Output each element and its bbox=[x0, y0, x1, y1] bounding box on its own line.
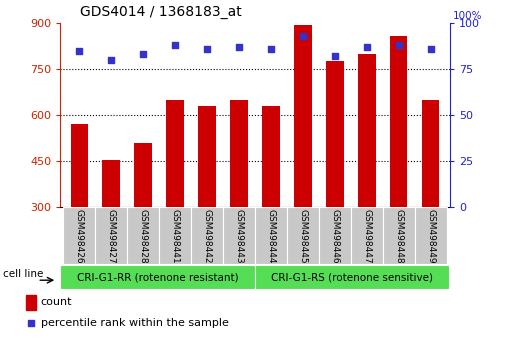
Text: GSM498444: GSM498444 bbox=[266, 209, 276, 263]
Text: GSM498445: GSM498445 bbox=[298, 209, 308, 263]
Bar bbox=[287, 207, 319, 264]
Bar bbox=[262, 107, 280, 207]
Point bbox=[331, 53, 339, 59]
Bar bbox=[383, 207, 415, 264]
Text: GSM498427: GSM498427 bbox=[107, 209, 116, 263]
Bar bbox=[326, 61, 344, 207]
Text: GSM498449: GSM498449 bbox=[426, 209, 435, 263]
Text: GSM498443: GSM498443 bbox=[234, 209, 244, 263]
Point bbox=[203, 46, 211, 52]
Text: cell line: cell line bbox=[3, 269, 43, 279]
Text: GSM498448: GSM498448 bbox=[394, 209, 403, 263]
Point bbox=[235, 44, 243, 50]
Bar bbox=[223, 207, 255, 264]
Text: GDS4014 / 1368183_at: GDS4014 / 1368183_at bbox=[79, 5, 242, 19]
Bar bbox=[61, 265, 255, 289]
Text: 100%: 100% bbox=[452, 11, 482, 21]
Text: GSM498446: GSM498446 bbox=[331, 209, 339, 263]
Bar bbox=[255, 265, 449, 289]
Point bbox=[171, 42, 179, 48]
Bar bbox=[71, 124, 88, 207]
Point bbox=[75, 48, 84, 53]
Text: CRI-G1-RR (rotenone resistant): CRI-G1-RR (rotenone resistant) bbox=[77, 272, 238, 282]
Bar bbox=[255, 207, 287, 264]
Bar bbox=[230, 100, 248, 207]
Bar bbox=[103, 160, 120, 207]
Bar bbox=[26, 295, 36, 309]
Point bbox=[362, 44, 371, 50]
Point bbox=[267, 46, 275, 52]
Text: count: count bbox=[41, 297, 72, 307]
Bar bbox=[166, 100, 184, 207]
Bar bbox=[415, 207, 447, 264]
Text: percentile rank within the sample: percentile rank within the sample bbox=[41, 318, 229, 328]
Bar bbox=[159, 207, 191, 264]
Text: GSM498428: GSM498428 bbox=[139, 209, 147, 263]
Bar bbox=[351, 207, 383, 264]
Point bbox=[107, 57, 116, 63]
Text: GSM498447: GSM498447 bbox=[362, 209, 371, 263]
Bar bbox=[63, 207, 95, 264]
Point bbox=[394, 42, 403, 48]
Point bbox=[139, 51, 147, 57]
Bar bbox=[294, 25, 312, 207]
Bar bbox=[198, 107, 216, 207]
Bar bbox=[319, 207, 351, 264]
Bar bbox=[422, 100, 439, 207]
Bar bbox=[390, 36, 407, 207]
Text: CRI-G1-RS (rotenone sensitive): CRI-G1-RS (rotenone sensitive) bbox=[271, 272, 434, 282]
Bar bbox=[134, 143, 152, 207]
Point bbox=[299, 33, 307, 39]
Text: GSM498426: GSM498426 bbox=[75, 209, 84, 263]
Point bbox=[342, 238, 350, 244]
Bar bbox=[95, 207, 127, 264]
Bar bbox=[358, 54, 376, 207]
Point bbox=[426, 46, 435, 52]
Text: GSM498442: GSM498442 bbox=[202, 209, 212, 263]
Bar bbox=[127, 207, 159, 264]
Text: GSM498441: GSM498441 bbox=[170, 209, 179, 263]
Bar bbox=[191, 207, 223, 264]
